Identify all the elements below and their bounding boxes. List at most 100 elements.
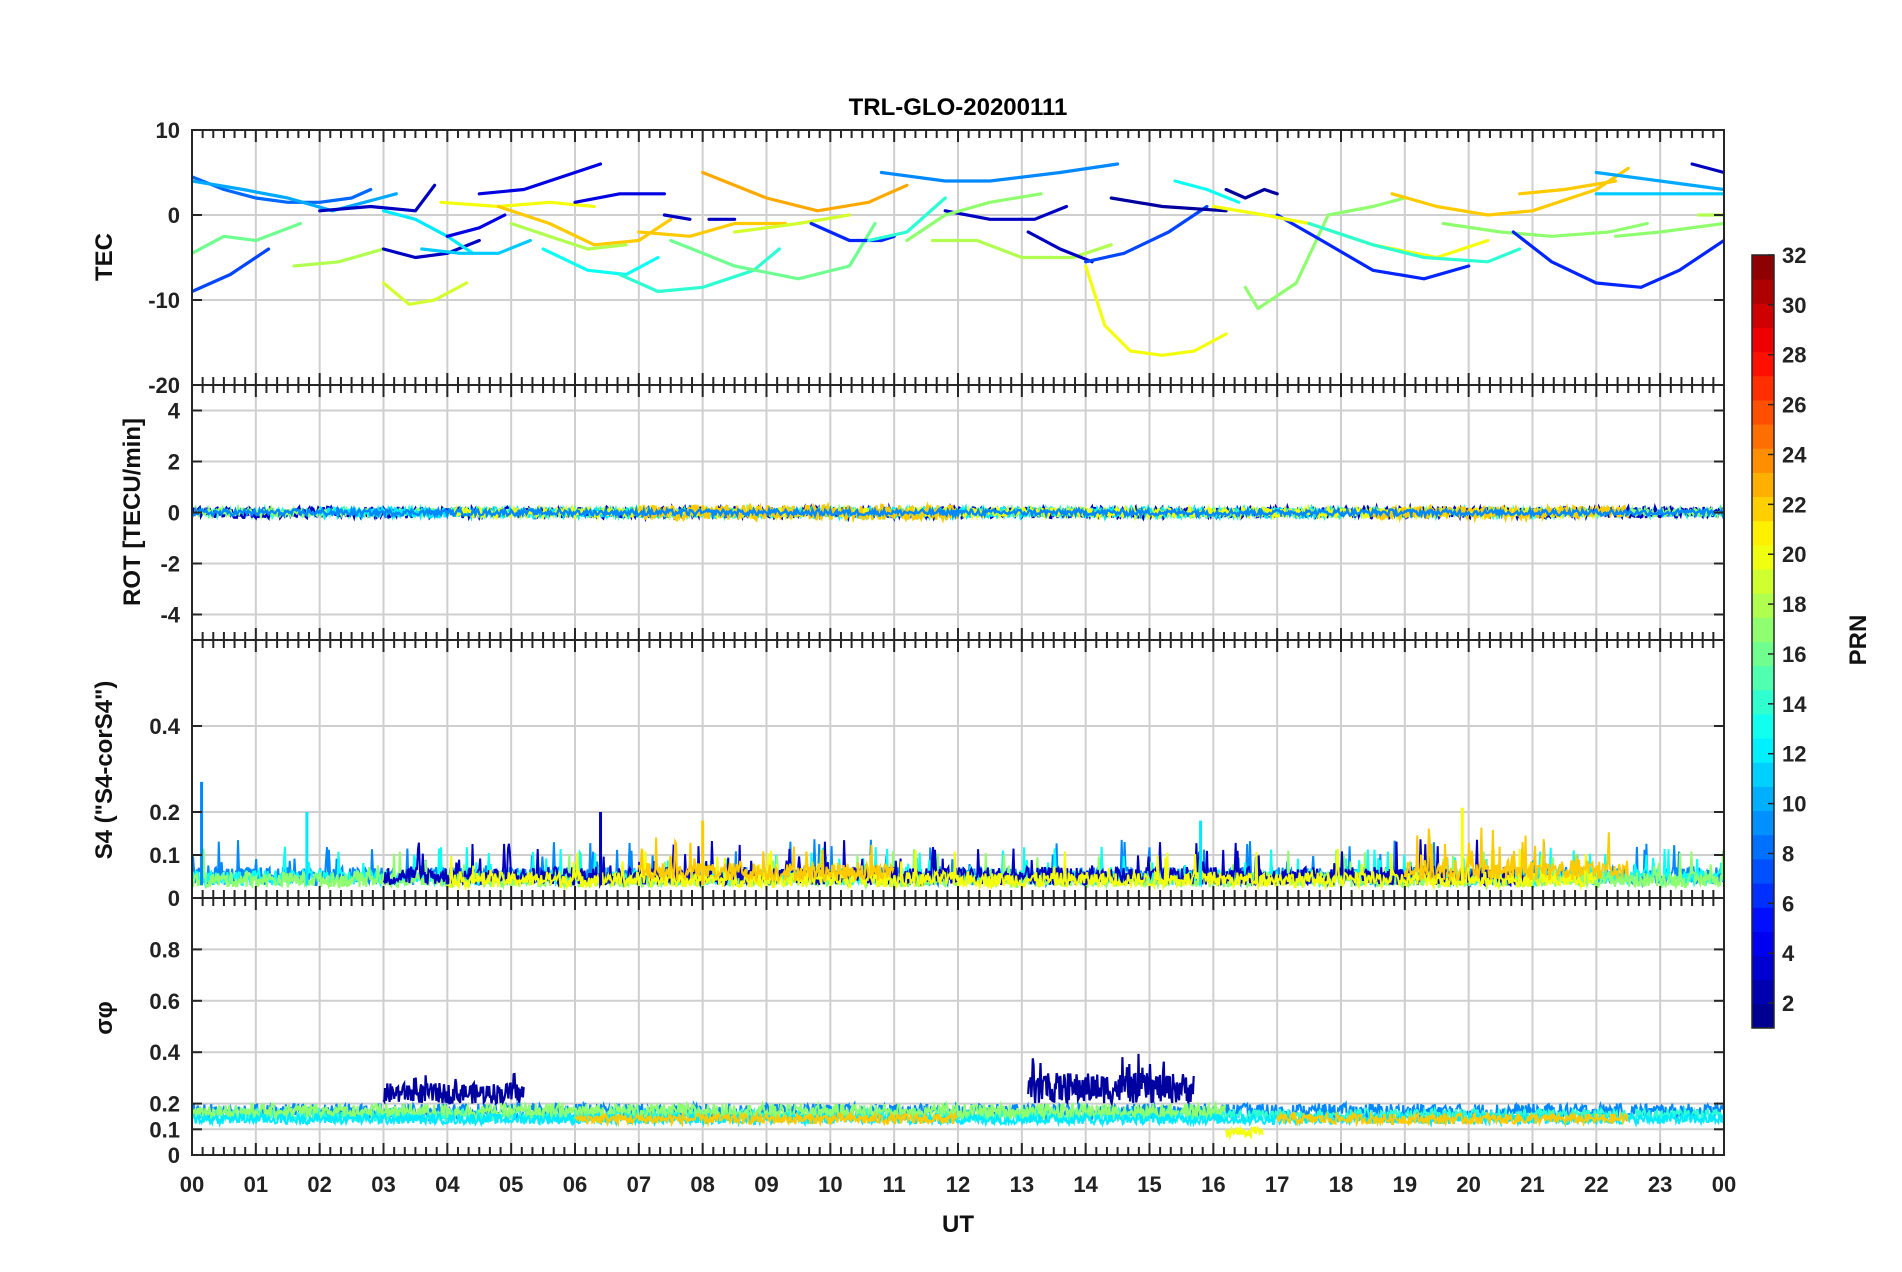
x-tick-label: 16 [1201,1172,1225,1197]
colorbar-band [1752,1003,1774,1029]
x-ticks [191,385,1725,640]
tec-series-prn-6 [1511,230,1724,289]
colorbar-band [1752,496,1774,522]
tec-series-prn-20 [1084,264,1228,357]
x-tick-label: 00 [1712,1172,1736,1197]
tec-series-prn-6 [809,221,896,243]
x-tick-label: 23 [1648,1172,1672,1197]
y-tick-label: 0.6 [149,989,180,1014]
tec-series-prn-22 [637,221,788,238]
tec-series-prn-10 [1594,170,1724,192]
y-tick-label: 0.2 [149,800,180,825]
tec-series-prn-17 [1613,221,1724,238]
data-sigma_phi [192,1053,1724,1141]
colorbar-band [1752,858,1774,884]
colorbar-frame [1751,254,1775,1029]
tec-series-prn-7 [1084,204,1209,264]
colorbar-band [1752,569,1774,594]
colorbar-tick-label: 32 [1782,243,1806,268]
colorbar-band [1752,520,1774,546]
s4-series-prn-20 [446,848,1597,891]
colorbar-band [1752,375,1774,401]
colorbar-band [1752,544,1774,570]
x-ticks [191,130,1725,385]
tec-series-prn-3 [318,183,437,213]
y-tick-label: 4 [168,399,181,424]
tec-series-prn-14 [618,247,781,294]
tec-series-prn-13 [1173,179,1241,204]
s4-series-prn-22 [637,837,895,885]
sigma-series-prn-22 [574,1110,958,1128]
colorbar-tick-label: 6 [1782,891,1794,916]
colorbar-band [1752,303,1774,328]
tec-series-prn-22 [496,204,673,247]
tec-series-prn-17 [1243,196,1407,311]
tec-series-prn-16 [669,221,877,281]
colorbar-tick-label: 10 [1782,792,1806,817]
colorbar-band [1752,665,1774,691]
data-s4 [192,781,1724,891]
y-tick-label: -10 [148,288,180,313]
colorbar-tick-label: 20 [1782,542,1806,567]
x-tick-label: 00 [180,1172,204,1197]
tec-series-prn-22 [1390,166,1630,217]
s4-series-prn-22 [1403,827,1629,882]
y-tick-label: 0 [168,203,180,228]
y-tick-label: 0 [168,501,180,526]
colorbar-band [1752,617,1774,642]
colorbar-band [1752,641,1774,667]
colorbar-band [1752,713,1774,739]
colorbar-band [1752,931,1774,957]
colorbar-tick-label: 28 [1782,343,1806,368]
tec-series-prn-18 [509,221,628,251]
tec-series-prn-14 [866,196,947,243]
tec-series-prn-17 [1441,221,1650,238]
panel-rot: -4 -2 0 2 4 ROT [TECU/min] [119,384,1725,641]
colorbar-band [1752,979,1774,1005]
sigma-elevated-prn-2 [382,1072,525,1106]
panel-sigma_phi: 00.10.2 0.4 0.6 0.8 σφ [91,897,1725,1168]
tec-series-prn-19 [381,281,469,306]
rot-series-prn-22 [637,501,960,524]
x-tick-label: 15 [1137,1172,1161,1197]
data-rot [192,501,1724,524]
colorbar-band [1752,279,1774,304]
colorbar-band [1752,907,1774,932]
tec-series-prn-7 [192,247,271,294]
y-tick-label: 0.2 [149,1092,180,1117]
tec-series-prn-16 [192,221,303,255]
x-tick-label: 21 [1520,1172,1544,1197]
x-tick-label: 14 [1073,1172,1098,1197]
sigma-elevated-prn-2 [1027,1053,1195,1108]
colorbar-label: PRN [1845,615,1872,666]
tec-series-prn-4 [477,162,603,196]
tec-series-prn-18 [930,238,1113,260]
colorbar-band [1752,738,1774,763]
colorbar-tick-label: 26 [1782,393,1806,418]
sigma-series-prn-20 [1225,1125,1264,1141]
x-tick-label: 20 [1456,1172,1480,1197]
y-axis-label-s4: S4 ("S4-corS4") [91,681,118,860]
tec-series-prn-11 [420,238,532,255]
colorbar-band [1752,327,1774,353]
colorbar-tick-label: 4 [1782,941,1795,966]
tec-series-prn-12 [381,209,475,255]
x-tick-label: 02 [307,1172,331,1197]
colorbar-band [1752,810,1774,836]
panel-tec: -20 -10 0 10 TEC [91,118,1725,398]
x-tick-label: 11 [883,1172,906,1197]
rot-series-prn-9 [192,504,1724,521]
colorbar-band [1752,351,1774,377]
y-tick-label: 0.1 [149,843,180,868]
colorbar-band [1752,399,1774,425]
x-tick-label: 04 [435,1172,460,1197]
colorbar-tick-label: 22 [1782,492,1806,517]
x-tick-label: 09 [754,1172,778,1197]
colorbar-tick-label: 16 [1782,642,1806,667]
tec-series-prn-3 [1026,230,1094,264]
chart-title: TRL-GLO-20200111 [849,94,1068,121]
tec-series-prn-19 [732,213,852,234]
tec-series-prn-3 [943,204,1069,221]
x-tick-label: 08 [690,1172,714,1197]
colorbar-tick-label: 30 [1782,293,1806,318]
